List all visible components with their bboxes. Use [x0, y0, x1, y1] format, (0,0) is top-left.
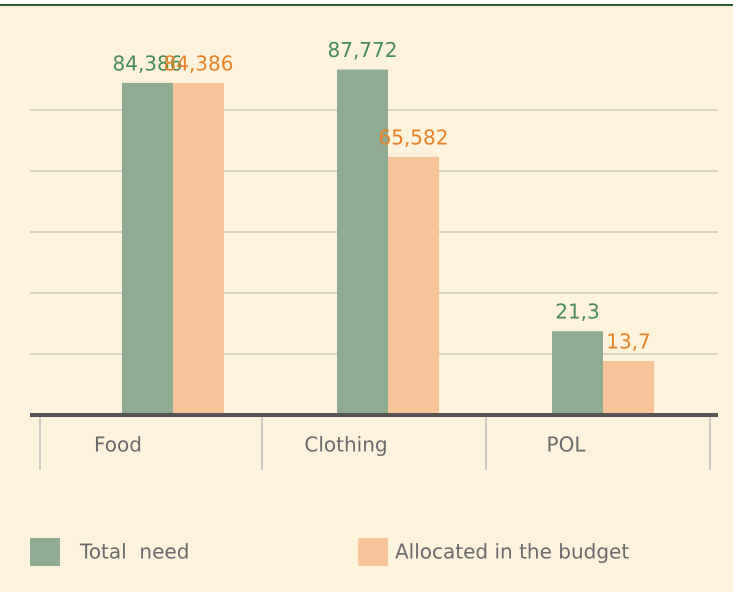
value-label: 84,386: [164, 51, 234, 75]
bar: [603, 361, 654, 415]
value-label: 65,582: [379, 125, 449, 149]
bar: [122, 82, 173, 415]
x-tick-label: POL: [547, 433, 587, 457]
bar: [173, 82, 224, 415]
top-margin: [0, 0, 733, 5]
bar: [552, 331, 603, 415]
legend-swatch: [358, 538, 388, 566]
bar: [388, 156, 439, 416]
value-label: 21,3: [555, 300, 600, 324]
value-label: 13,7: [606, 330, 651, 354]
x-tick-label: Clothing: [304, 433, 387, 457]
x-tick-label: Food: [94, 433, 142, 457]
legend-swatch: [30, 538, 60, 566]
legend-label: Allocated in the budget: [395, 540, 629, 564]
bar: [337, 69, 388, 415]
legend-label: Total need: [79, 540, 189, 564]
value-label: 84,386: [113, 51, 183, 75]
value-label: 87,772: [328, 38, 398, 62]
